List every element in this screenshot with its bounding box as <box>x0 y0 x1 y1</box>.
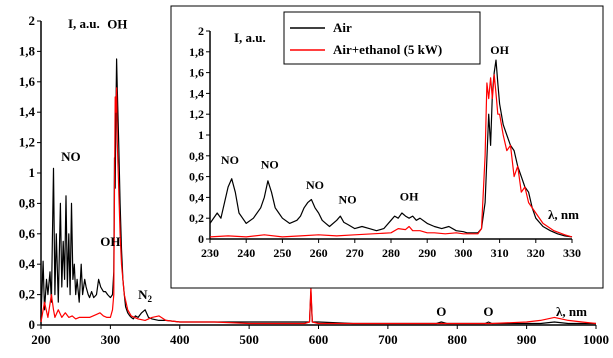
inset-annotation: NO <box>306 178 324 192</box>
inset-y-tick-label: 1,4 <box>189 86 204 100</box>
main-annotation: OH <box>100 234 120 249</box>
inset-y-tick-label: 0 <box>198 232 204 246</box>
main-y-tick-label: 1,4 <box>19 104 36 119</box>
main-y-tick-label: 1,2 <box>19 135 35 150</box>
main-series-ethanol <box>40 87 597 325</box>
inset-y-tick-label: 0,4 <box>189 190 204 204</box>
main-y-tick-label: 1,8 <box>19 43 36 58</box>
main-x-tick-label: 1000 <box>583 332 609 347</box>
main-y-tick-label: 0,4 <box>19 256 36 271</box>
main-xlabel: λ, nm <box>556 304 587 319</box>
inset-annotation: NO <box>261 157 279 171</box>
main-x-tick-label: 500 <box>239 332 259 347</box>
inset-axes: 0 0,2 0,4 0,6 0,8 1 1,2 1,4 1,6 1,8 2 230 240 250 260 2… <box>189 24 581 260</box>
inset-y-tick-label: 0,8 <box>189 149 204 163</box>
main-y-tick-label: 2 <box>29 13 36 28</box>
main-y-tick-label: 0 <box>29 317 36 332</box>
inset-y-tick-label: 0,2 <box>189 211 204 225</box>
main-y-tick-label: 0,8 <box>19 195 36 210</box>
main-y-tick-label: 1,6 <box>19 74 36 89</box>
main-annotation: N2 <box>138 287 152 304</box>
main-x-tick-label: 400 <box>170 332 190 347</box>
main-annotation: O <box>436 304 446 319</box>
main-x-tick-label: 600 <box>309 332 329 347</box>
inset-x-tick-label: 260 <box>310 246 328 260</box>
inset-y-tick-label: 1,6 <box>189 66 204 80</box>
inset-annotations: NO NO NO NO OH OH <box>221 43 510 207</box>
main-y-tick-label: 0,2 <box>19 287 35 302</box>
inset-annotation: NO <box>339 193 357 207</box>
inset-x-tick-label: 330 <box>563 246 581 260</box>
inset-x-tick-label: 280 <box>382 246 400 260</box>
inset-annotation: OH <box>400 190 419 204</box>
main-x-tick-label: 800 <box>448 332 468 347</box>
inset-x-tick-label: 300 <box>454 246 472 260</box>
inset-spectrum-chart: 0 0,2 0,4 0,6 0,8 1 1,2 1,4 1,6 1,8 2 230 240 250 260 2… <box>170 5 604 289</box>
main-x-tick-label: 900 <box>517 332 537 347</box>
inset-x-tick-label: 290 <box>418 246 436 260</box>
inset-y-tick-label: 2 <box>198 24 204 38</box>
main-x-tick-label: 200 <box>31 332 51 347</box>
legend-label-ethanol: Air+ethanol (5 kW) <box>333 42 442 57</box>
inset-annotation: NO <box>221 153 239 167</box>
main-annotation: O <box>483 304 493 319</box>
inset-series-air <box>209 59 573 238</box>
inset-x-tick-label: 230 <box>201 246 219 260</box>
inset-ylabel: I, a.u. <box>234 30 266 45</box>
main-ylabel: I, a.u. <box>68 16 100 31</box>
inset-x-tick-label: 250 <box>273 246 291 260</box>
inset-x-tick-label: 270 <box>346 246 364 260</box>
inset-annotation: OH <box>490 43 509 57</box>
inset-y-tick-label: 0,6 <box>189 170 204 184</box>
legend-label-air: Air <box>333 20 352 35</box>
main-annotation: NO <box>61 149 81 164</box>
inset-y-tick-label: 1,8 <box>189 45 204 59</box>
main-spectrum-chart: 0 0,2 0,4 0,6 0,8 1 1,2 1,4 1,6 1,8 2 200 300 400 500 6… <box>19 13 609 347</box>
main-y-tick-label: 0,6 <box>19 226 36 241</box>
inset-y-tick-label: 1,2 <box>189 107 204 121</box>
inset-y-tick-label: 1 <box>198 128 204 142</box>
inset-x-tick-label: 310 <box>491 246 509 260</box>
inset-x-tick-label: 320 <box>527 246 545 260</box>
main-x-tick-label: 700 <box>378 332 398 347</box>
legend-box <box>283 11 481 65</box>
main-annotation: OH <box>107 17 127 32</box>
inset-legend: Air Air+ethanol (5 kW) <box>283 11 481 65</box>
main-series <box>40 58 597 325</box>
inset-series-ethanol <box>209 74 573 238</box>
main-axes: 0 0,2 0,4 0,6 0,8 1 1,2 1,4 1,6 1,8 2 200 300 400 500 6… <box>19 13 609 347</box>
inset-series <box>209 59 573 238</box>
inset-x-tick-label: 240 <box>237 246 255 260</box>
main-x-tick-label: 300 <box>101 332 121 347</box>
main-y-tick-label: 1 <box>29 165 36 180</box>
inset-xlabel: λ, nm <box>548 207 579 222</box>
